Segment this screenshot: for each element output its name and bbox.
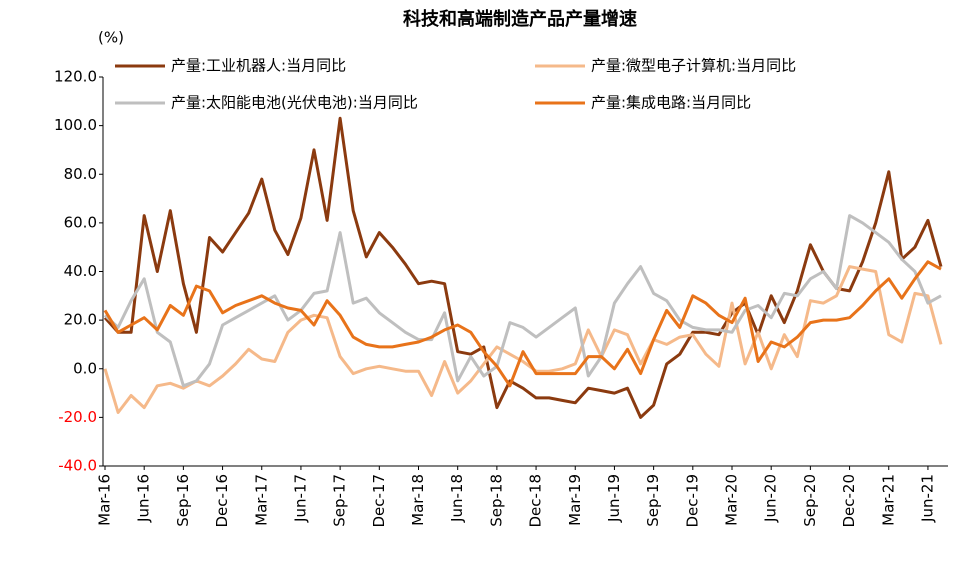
series-line	[103, 265, 943, 414]
x-tick-label: Mar-17	[252, 474, 270, 526]
x-tick-label: Jun-17	[291, 474, 309, 523]
legend-label: 产量:微型电子计算机:当月同比	[591, 57, 796, 75]
legend-label: 产量:集成电路:当月同比	[591, 94, 751, 112]
series-line	[103, 260, 942, 388]
y-tick-label: 100.0	[54, 116, 97, 134]
chart-title: 科技和高端制造产品产量增速	[403, 8, 637, 30]
y-tick-label: 0.0	[73, 359, 97, 377]
series-line	[103, 116, 943, 419]
x-tick-label: Jun-18	[448, 474, 466, 523]
y-tick-label: 60.0	[64, 213, 97, 231]
legend-label: 产量:工业机器人:当月同比	[171, 57, 346, 75]
x-tick-label: Mar-21	[879, 474, 897, 526]
x-tick-label: Jun-19	[605, 474, 623, 523]
x-tick-label: Mar-18	[409, 474, 427, 526]
x-tick-label: Sep-17	[331, 474, 349, 527]
y-tick-label: 20.0	[64, 311, 97, 329]
x-tick-label: Dec-20	[840, 474, 858, 528]
x-tick-label: Sep-20	[801, 474, 819, 527]
y-tick-label: -40.0	[58, 457, 97, 475]
x-tick-label: Jun-16	[135, 474, 153, 523]
series-line	[103, 214, 942, 388]
y-tick-label: 120.0	[54, 68, 97, 86]
x-tick-label: Dec-19	[683, 474, 701, 528]
x-tick-label: Sep-18	[487, 474, 505, 527]
y-tick-label: 80.0	[64, 165, 97, 183]
y-tick-label: -20.0	[58, 408, 97, 426]
x-tick-label: Mar-16	[96, 474, 114, 526]
x-tick-label: Dec-18	[527, 474, 545, 528]
x-tick-label: Jun-21	[918, 474, 936, 523]
legend-label: 产量:太阳能电池(光伏电池):当月同比	[171, 94, 418, 112]
y-tick-label: 40.0	[64, 262, 97, 280]
y-axis-label: (%)	[98, 29, 124, 47]
x-tick-label: Sep-19	[644, 474, 662, 527]
x-tick-label: Jun-20	[762, 474, 780, 523]
x-tick-label: Mar-19	[566, 474, 584, 526]
x-tick-label: Dec-17	[370, 474, 388, 528]
x-tick-label: Mar-20	[723, 474, 741, 526]
x-tick-label: Dec-16	[213, 474, 231, 528]
x-tick-label: Sep-16	[174, 474, 192, 527]
